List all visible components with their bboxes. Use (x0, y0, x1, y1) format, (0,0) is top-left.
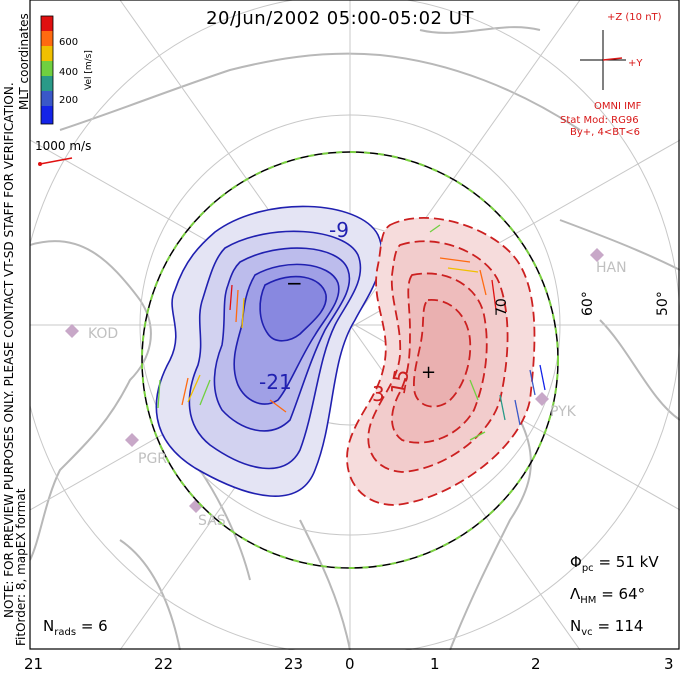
reference-vector-origin (38, 162, 42, 166)
station-label: PGR (138, 451, 168, 467)
mlt-label: 22 (154, 655, 174, 673)
mlt-label: 2 (531, 655, 541, 673)
mlt-label: 21 (24, 655, 44, 673)
mlt-label: 1 (430, 655, 440, 673)
reference-vector-label: 1000 m/s (35, 139, 92, 153)
colorbar-label: Vel [m/s] (84, 50, 94, 90)
mlt-label: 3 (664, 655, 674, 673)
stat-model: Stat Mod: RG96 (560, 115, 639, 126)
imf-clock (580, 30, 626, 90)
mlt-grid (30, 0, 680, 650)
lambda-hm-stat: ΛHM = 64° (570, 585, 646, 606)
phi-pc-stat: Φpc = 51 kV (570, 553, 659, 574)
imf-y-label: +Y (628, 58, 643, 69)
n-vc-stat: Nvc = 114 (570, 617, 644, 638)
contour-label: 3 (372, 382, 385, 406)
fit-order: FitOrder: 8, mapEX format (14, 488, 28, 646)
svg-text:−: − (286, 271, 303, 295)
latitude-label: 60° (580, 291, 596, 316)
colorbar-tick: 400 (59, 67, 79, 78)
station-label: SAS (198, 513, 226, 529)
plot-frame (29, 0, 680, 650)
n-rads-value: = 6 (80, 617, 108, 635)
n-vc-value: = 114 (597, 617, 644, 635)
colorbar-tick: 200 (59, 95, 79, 106)
imf-source: OMNI IMF (594, 101, 642, 112)
station-label: HAN (596, 260, 627, 276)
svg-text:+: + (421, 362, 436, 383)
hm-boundary-dashes (141, 151, 559, 569)
station-markers (65, 248, 604, 513)
latitude-label: 70 (494, 298, 510, 316)
negative-potential-cell: − (155, 205, 383, 497)
imf-z-label: +Z (10 nT) (607, 12, 662, 23)
station-label: KOD (88, 326, 119, 342)
imf-condition: By+, 4<BT<6 (570, 127, 640, 138)
n-rads-stat: Nrads = 6 (43, 617, 108, 638)
colorbar (40, 15, 54, 125)
contour-label: 15 (385, 367, 414, 397)
latitude-label: 50° (655, 291, 671, 316)
velocity-vectors (157, 224, 546, 441)
station-label: PYK (550, 404, 576, 420)
contour-label: -21 (259, 370, 292, 394)
colorbar-tick: 600 (59, 37, 79, 48)
coastlines (30, 26, 680, 650)
lambda-hm-value: = 64° (601, 585, 646, 603)
contour-label: -9 (329, 218, 349, 242)
mlt-label: 0 (345, 655, 355, 673)
phi-pc-value: = 51 kV (598, 553, 659, 571)
coordinate-label: MLT coordinates (17, 13, 31, 110)
mlt-label: 23 (284, 655, 304, 673)
map-title: 20/Jun/2002 05:00-05:02 UT (206, 8, 474, 29)
positive-potential-cell: + (346, 217, 536, 506)
reference-vector (39, 157, 73, 165)
